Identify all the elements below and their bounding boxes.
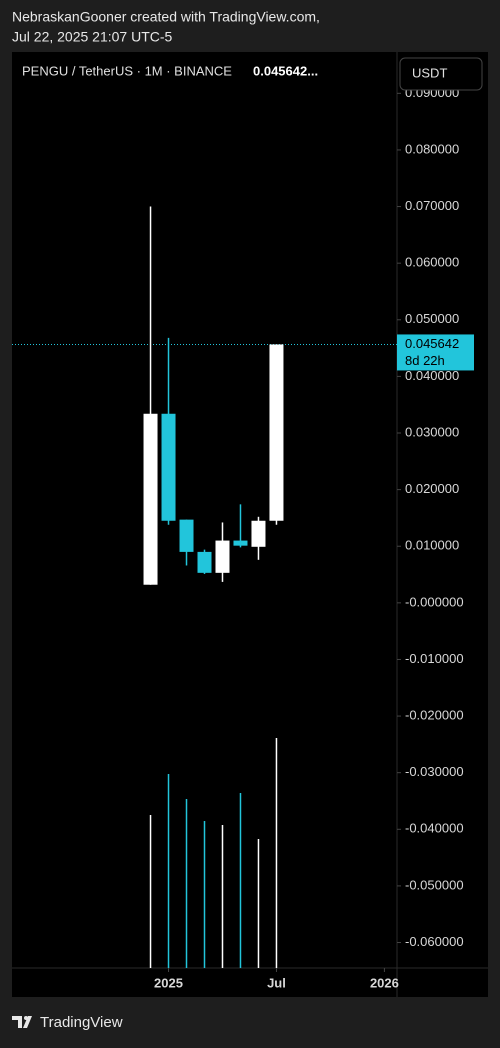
candle-body xyxy=(143,413,158,585)
y-tick-label: -0.030000 xyxy=(405,764,464,779)
candle-body xyxy=(215,540,230,573)
y-tick-label: -0.060000 xyxy=(405,934,464,949)
header-line: NebraskanGooner created with TradingView… xyxy=(12,9,320,25)
y-tick-label: 0.040000 xyxy=(405,368,459,383)
y-tick-label: 0.030000 xyxy=(405,424,459,439)
currency-button-label[interactable]: USDT xyxy=(412,65,447,80)
logo xyxy=(12,1016,32,1028)
header-price: 0.045642... xyxy=(253,63,318,78)
chart-panel xyxy=(12,52,488,997)
y-tick-label: -0.050000 xyxy=(405,877,464,892)
y-tick-label: 0.070000 xyxy=(405,198,459,213)
candle-body xyxy=(179,519,194,552)
y-tick-label: -0.020000 xyxy=(405,708,464,723)
last-price-tag xyxy=(397,334,474,371)
y-tick-label: -0.040000 xyxy=(405,821,464,836)
x-tick-label: Jul xyxy=(267,975,286,990)
candle-body xyxy=(233,540,248,546)
candle-body xyxy=(197,551,212,573)
y-tick-label: -0.000000 xyxy=(405,594,464,609)
candle-body xyxy=(161,413,176,521)
last-price-label: 0.045642 xyxy=(405,336,459,351)
y-tick-label: 0.020000 xyxy=(405,481,459,496)
y-tick-label: 0.050000 xyxy=(405,311,459,326)
y-tick-label: 0.060000 xyxy=(405,255,459,270)
x-tick-label: 2025 xyxy=(154,975,183,990)
currency-button[interactable] xyxy=(399,57,483,91)
brand: TradingView xyxy=(40,1014,123,1031)
countdown: 8d 22h xyxy=(405,353,445,368)
header-line: Jul 22, 2025 21:07 UTC-5 xyxy=(12,29,173,45)
candle-body xyxy=(251,520,266,547)
y-tick-label: -0.010000 xyxy=(405,651,464,666)
y-tick-label: 0.010000 xyxy=(405,538,459,553)
x-tick-label: 2026 xyxy=(370,975,399,990)
y-tick-label: 0.080000 xyxy=(405,141,459,156)
plot xyxy=(12,206,397,968)
logo-icon xyxy=(24,1016,28,1020)
symbol-title: PENGU / TetherUS · 1M · BINANCE xyxy=(22,63,232,78)
candle-body xyxy=(269,344,284,521)
